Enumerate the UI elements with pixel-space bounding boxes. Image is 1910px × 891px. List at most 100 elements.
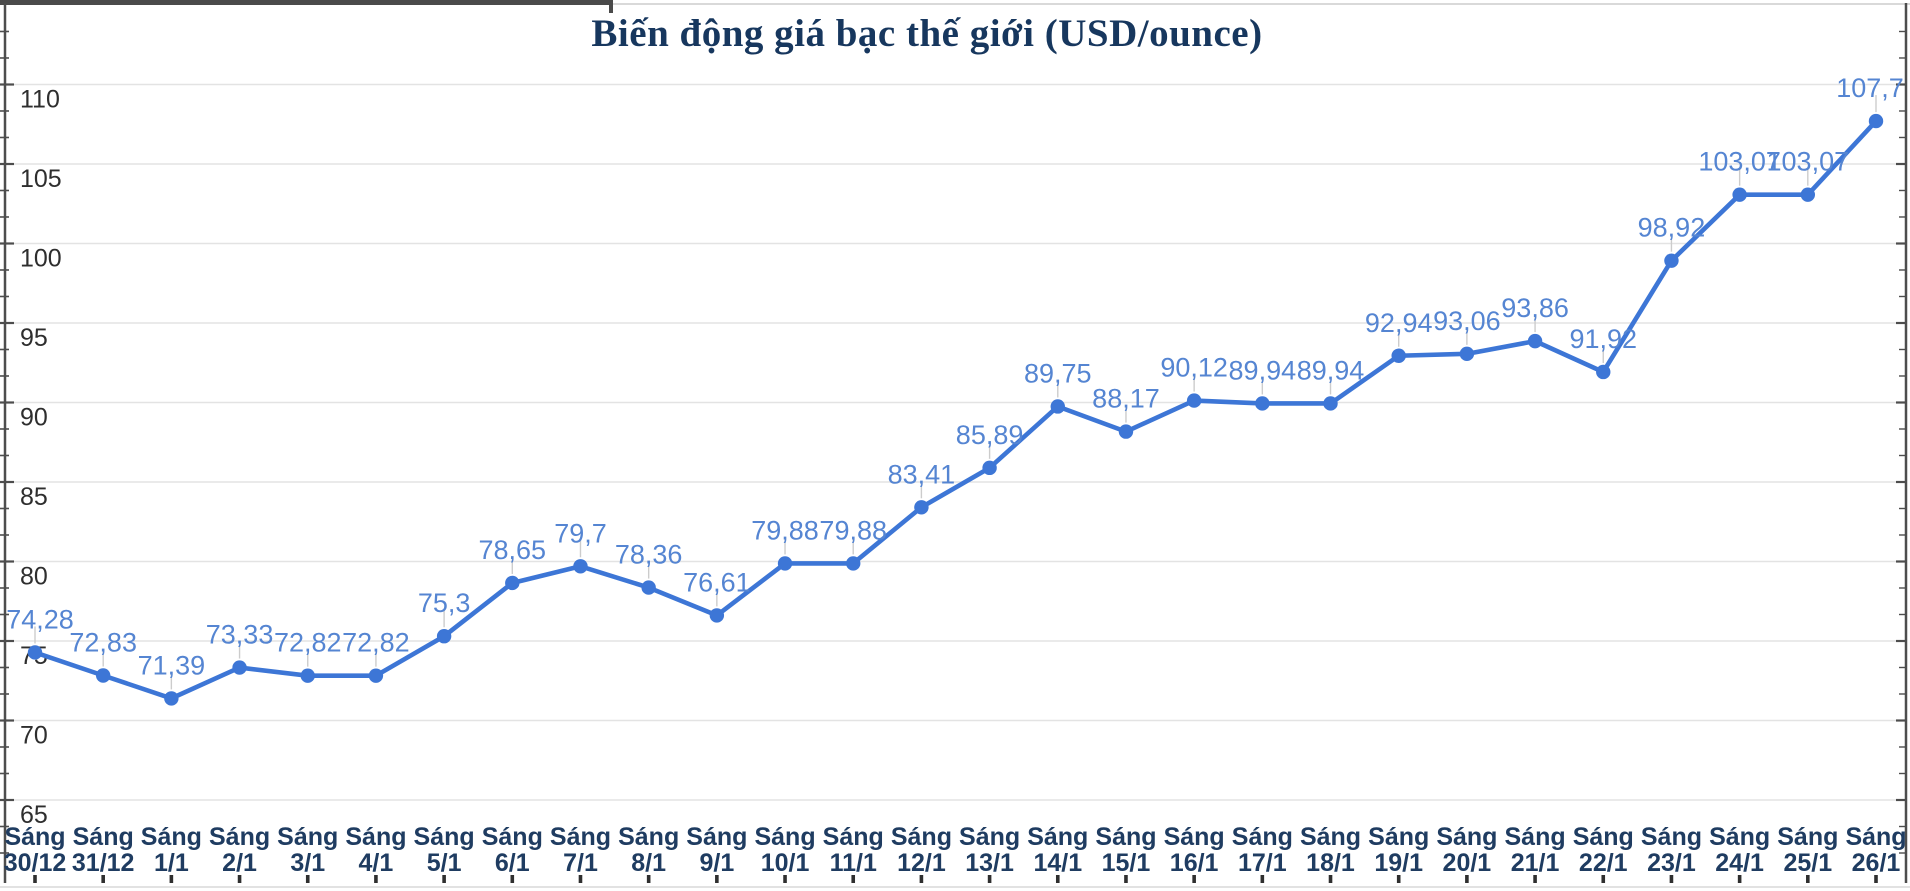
x-tick: [510, 875, 515, 883]
point-label-Sáng 2/1: 73,33: [206, 620, 274, 650]
x-label-line2: 22/1: [1579, 849, 1628, 877]
x-tick: [1192, 875, 1196, 883]
data-point-Sáng 11/1: [846, 556, 861, 571]
x-label-line2: 23/1: [1647, 849, 1696, 877]
point-label-Sáng 5/1: 75,3: [418, 588, 471, 618]
x-label-line2: 19/1: [1374, 849, 1423, 877]
data-point-Sáng 16/1: [1186, 393, 1202, 408]
x-label-line2: 18/1: [1306, 849, 1355, 877]
x-label-line1: Sáng: [141, 823, 202, 851]
point-label-Sáng 23/1: 98,92: [1638, 213, 1706, 243]
x-label-line2: 8/1: [631, 849, 666, 877]
data-point-Sáng 23/1: [1664, 253, 1679, 268]
point-label-Sáng 14/1: 89,75: [1024, 358, 1092, 388]
data-point-Sáng 7/1: [573, 559, 588, 574]
x-tick: [1260, 875, 1265, 883]
data-point-Sáng 15/1: [1118, 424, 1134, 439]
x-label-line1: Sáng: [959, 823, 1020, 851]
x-label-line1: Sáng: [1573, 823, 1634, 851]
x-label-line2: 3/1: [290, 849, 325, 877]
x-label-line1: Sáng: [1777, 823, 1838, 851]
point-label-Sáng 24/1: 103,07: [1698, 147, 1781, 177]
x-label-line2: 30/12: [4, 849, 67, 877]
data-point-Sáng 20/1: [1459, 346, 1475, 362]
point-label-Sáng 1/1: 71,39: [138, 650, 206, 680]
data-point-Sáng 17/1: [1255, 396, 1270, 411]
data-point-Sáng 24/1: [1732, 187, 1747, 202]
x-tick: [1806, 875, 1810, 883]
x-tick: [1737, 875, 1742, 883]
data-point-Sáng 10/1: [777, 556, 793, 571]
data-point-Sáng 26/1: [1868, 113, 1884, 129]
x-label-line1: Sáng: [1027, 823, 1088, 851]
x-label-line2: 11/1: [830, 849, 877, 877]
x-label-line1: Sáng: [823, 823, 884, 851]
y-tick-label-110: 110: [20, 86, 60, 114]
x-label-line2: 24/1: [1715, 849, 1764, 877]
top-border-end-tick: [609, 0, 613, 13]
top-partial-border: [0, 0, 612, 5]
data-point-Sáng 31/12: [95, 668, 111, 683]
point-label-Sáng 18/1: 89,94: [1297, 355, 1365, 385]
point-label-Sáng 8/1: 78,36: [615, 540, 683, 570]
data-point-Sáng 1/1: [164, 691, 179, 706]
x-tick: [442, 875, 446, 883]
x-label-line2: 10/1: [761, 849, 810, 877]
point-label-Sáng 13/1: 85,89: [956, 420, 1024, 450]
x-label-line2: 1/1: [154, 849, 189, 877]
data-point-Sáng 19/1: [1391, 348, 1406, 363]
data-point-Sáng 30/12: [27, 645, 43, 660]
point-label-Sáng 16/1: 90,12: [1160, 353, 1228, 383]
x-label-line1: Sáng: [1436, 823, 1497, 851]
x-label-line1: Sáng: [1368, 823, 1429, 851]
x-label-line1: Sáng: [1709, 823, 1770, 851]
data-point-Sáng 9/1: [709, 608, 725, 623]
y-tick-label-105: 105: [20, 165, 62, 193]
x-label-line1: Sáng: [1095, 823, 1156, 851]
x-tick: [578, 875, 583, 883]
point-label-Sáng 15/1: 88,17: [1092, 384, 1160, 414]
y-tick-label-85: 85: [20, 483, 48, 511]
x-label-line1: Sáng: [891, 823, 952, 851]
point-label-Sáng 26/1: 107,7: [1836, 73, 1904, 103]
point-label-Sáng 22/1: 91,92: [1569, 324, 1637, 354]
data-point-Sáng 14/1: [1050, 399, 1065, 414]
x-label-line1: Sáng: [550, 823, 611, 851]
point-label-Sáng 30/12: 74,28: [6, 604, 74, 634]
x-tick: [783, 875, 787, 883]
x-label-line2: 13/1: [965, 849, 1014, 877]
x-label-line1: Sáng: [414, 823, 475, 851]
x-tick: [851, 875, 856, 883]
x-label-line2: 2/1: [222, 849, 257, 877]
x-tick: [305, 875, 310, 883]
x-label-line2: 7/1: [563, 849, 598, 877]
data-point-Sáng 3/1: [300, 668, 315, 683]
x-tick: [1465, 875, 1469, 883]
data-point-Sáng 13/1: [982, 460, 997, 476]
x-label-line1: Sáng: [686, 823, 747, 851]
point-label-Sáng 12/1: 83,41: [888, 459, 956, 489]
point-label-Sáng 21/1: 93,86: [1501, 293, 1569, 323]
point-label-Sáng 11/1: 79,88: [819, 515, 887, 545]
data-point-Sáng 25/1: [1800, 187, 1816, 202]
x-label-line1: Sáng: [4, 823, 65, 851]
x-tick: [374, 875, 378, 883]
x-tick: [1533, 875, 1537, 883]
point-label-Sáng 31/12: 72,83: [69, 628, 137, 658]
x-tick: [1669, 875, 1674, 883]
y-tick-label-70: 70: [20, 722, 48, 750]
